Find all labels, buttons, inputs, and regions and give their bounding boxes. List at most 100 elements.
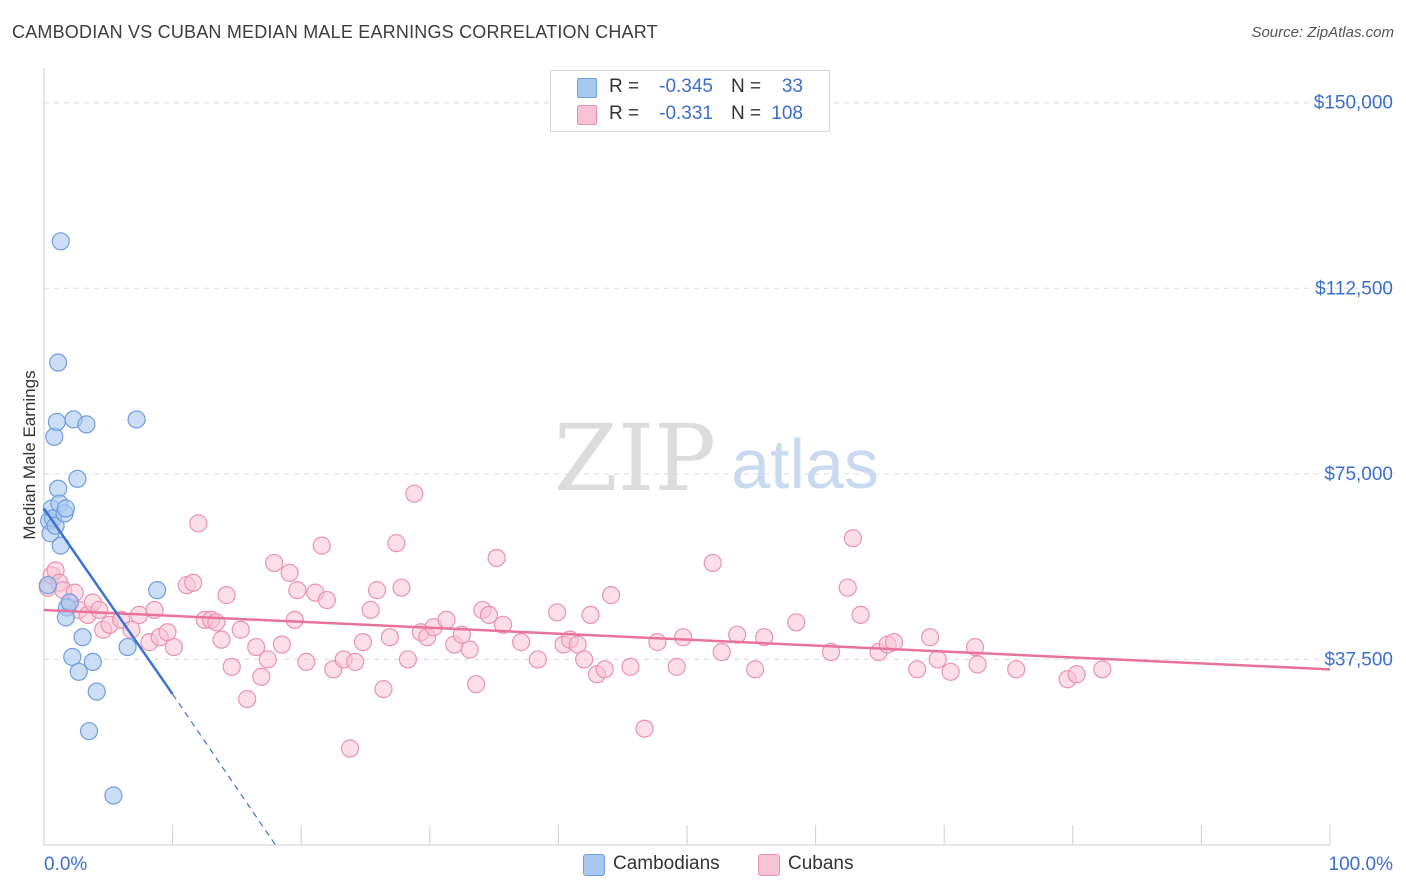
cuban-point	[297, 652, 316, 672]
legend-label-cubans: Cubans	[788, 853, 854, 874]
cuban-point	[851, 605, 870, 625]
cuban-point	[280, 563, 299, 582]
cuban-point	[674, 628, 693, 647]
legend-n-value: 33	[781, 76, 803, 97]
legend-row-cambodians: R = -0.345 N = 33	[551, 74, 829, 100]
cuban-point	[1007, 660, 1026, 679]
cuban-point	[460, 640, 479, 659]
cuban-point	[581, 605, 600, 625]
cuban-point	[212, 630, 231, 649]
legend-row-cubans: R = -0.331 N = 108	[551, 101, 829, 127]
cuban-point	[667, 657, 686, 676]
cuban-point	[122, 620, 141, 639]
cuban-point	[884, 633, 904, 652]
legend-swatch-cambodians	[583, 854, 605, 876]
cuban-point	[405, 484, 424, 503]
cambodian-point	[148, 581, 167, 600]
cuban-point	[1067, 665, 1086, 684]
cuban-point	[908, 660, 927, 679]
cambodian-point	[49, 353, 68, 372]
correlation-legend: R = -0.345 N = 33 R = -0.331 N = 108	[550, 70, 830, 132]
legend-swatch-cambodians	[577, 78, 597, 98]
cuban-point	[843, 529, 862, 548]
cuban-point	[968, 655, 987, 674]
cuban-point	[367, 581, 387, 600]
cambodian-trend-line	[42, 507, 174, 695]
cuban-point	[392, 578, 411, 597]
cuban-point	[703, 553, 722, 573]
cuban-point	[746, 660, 765, 679]
cuban-point	[231, 620, 250, 639]
cuban-point	[353, 633, 373, 652]
cambodian-trend-extension	[172, 693, 276, 846]
cuban-point	[838, 578, 857, 597]
cuban-point	[184, 573, 203, 592]
cuban-point	[595, 660, 614, 679]
watermark-atlas: atlas	[731, 425, 879, 503]
cuban-point	[548, 603, 567, 622]
trend-lines	[42, 507, 1331, 846]
x-tick-label-start: 0.0%	[44, 854, 87, 875]
cuban-point	[787, 613, 806, 632]
cuban-point	[374, 680, 393, 699]
legend-label-cambodians: Cambodians	[613, 853, 720, 874]
tick-labels: $37,500 $75,000 $112,500 $150,000 0.0% 100.0%	[44, 93, 1393, 875]
cuban-point	[494, 615, 513, 634]
cambodian-point	[77, 415, 96, 434]
cuban-point	[265, 553, 284, 573]
cuban-point	[288, 581, 307, 600]
cuban-point	[512, 633, 531, 652]
cambodian-point	[118, 637, 137, 657]
legend-swatch-cubans	[577, 105, 597, 125]
cambodian-point	[83, 652, 102, 672]
cuban-trend-line	[43, 608, 1331, 671]
cambodian-point	[73, 628, 92, 647]
cuban-point	[635, 719, 654, 738]
cambodian-point	[87, 682, 106, 701]
gridlines	[44, 102, 1395, 660]
cuban-point	[621, 657, 640, 676]
y-tick-label: $75,000	[1324, 464, 1393, 485]
cuban-point	[1093, 660, 1112, 679]
legend-n-value: 108	[771, 103, 803, 124]
y-tick-label: $150,000	[1314, 93, 1393, 114]
cuban-point	[217, 586, 236, 605]
legend-r-label: R =	[609, 76, 640, 97]
cuban-point	[164, 637, 183, 657]
cuban-point	[479, 605, 499, 625]
cambodian-point	[127, 410, 146, 429]
cambodian-point	[45, 427, 64, 446]
cuban-point	[602, 586, 621, 605]
cuban-points	[38, 484, 1112, 758]
cambodian-point	[38, 576, 57, 595]
y-tick-label: $112,500	[1315, 278, 1393, 299]
series-legend: Cambodians Cubans	[0, 852, 1406, 878]
cuban-point	[712, 642, 731, 662]
cuban-point	[920, 628, 940, 647]
cambodian-point	[79, 722, 99, 741]
legend-r-value: -0.331	[659, 103, 713, 124]
cuban-point	[928, 650, 947, 669]
cambodian-point	[56, 499, 75, 518]
chart-title: CAMBODIAN VS CUBAN MEDIAN MALE EARNINGS …	[12, 22, 658, 42]
cuban-point	[346, 652, 365, 672]
cuban-point	[252, 667, 271, 686]
cuban-point	[312, 536, 331, 555]
cambodian-point	[60, 593, 79, 612]
cuban-point	[207, 613, 226, 632]
legend-n-label: N =	[731, 103, 762, 124]
cuban-point	[247, 637, 266, 657]
cambodian-point	[69, 662, 88, 681]
cuban-point	[437, 610, 456, 629]
cambodian-point	[51, 232, 70, 251]
cuban-point	[941, 662, 960, 681]
cuban-point	[258, 650, 277, 669]
cuban-point	[238, 689, 257, 709]
cambodian-point	[47, 412, 66, 432]
cuban-point	[575, 650, 594, 669]
cuban-point	[487, 548, 506, 568]
axes	[43, 68, 1331, 846]
cambodian-point	[104, 786, 123, 805]
legend-swatch-cubans	[758, 854, 780, 876]
